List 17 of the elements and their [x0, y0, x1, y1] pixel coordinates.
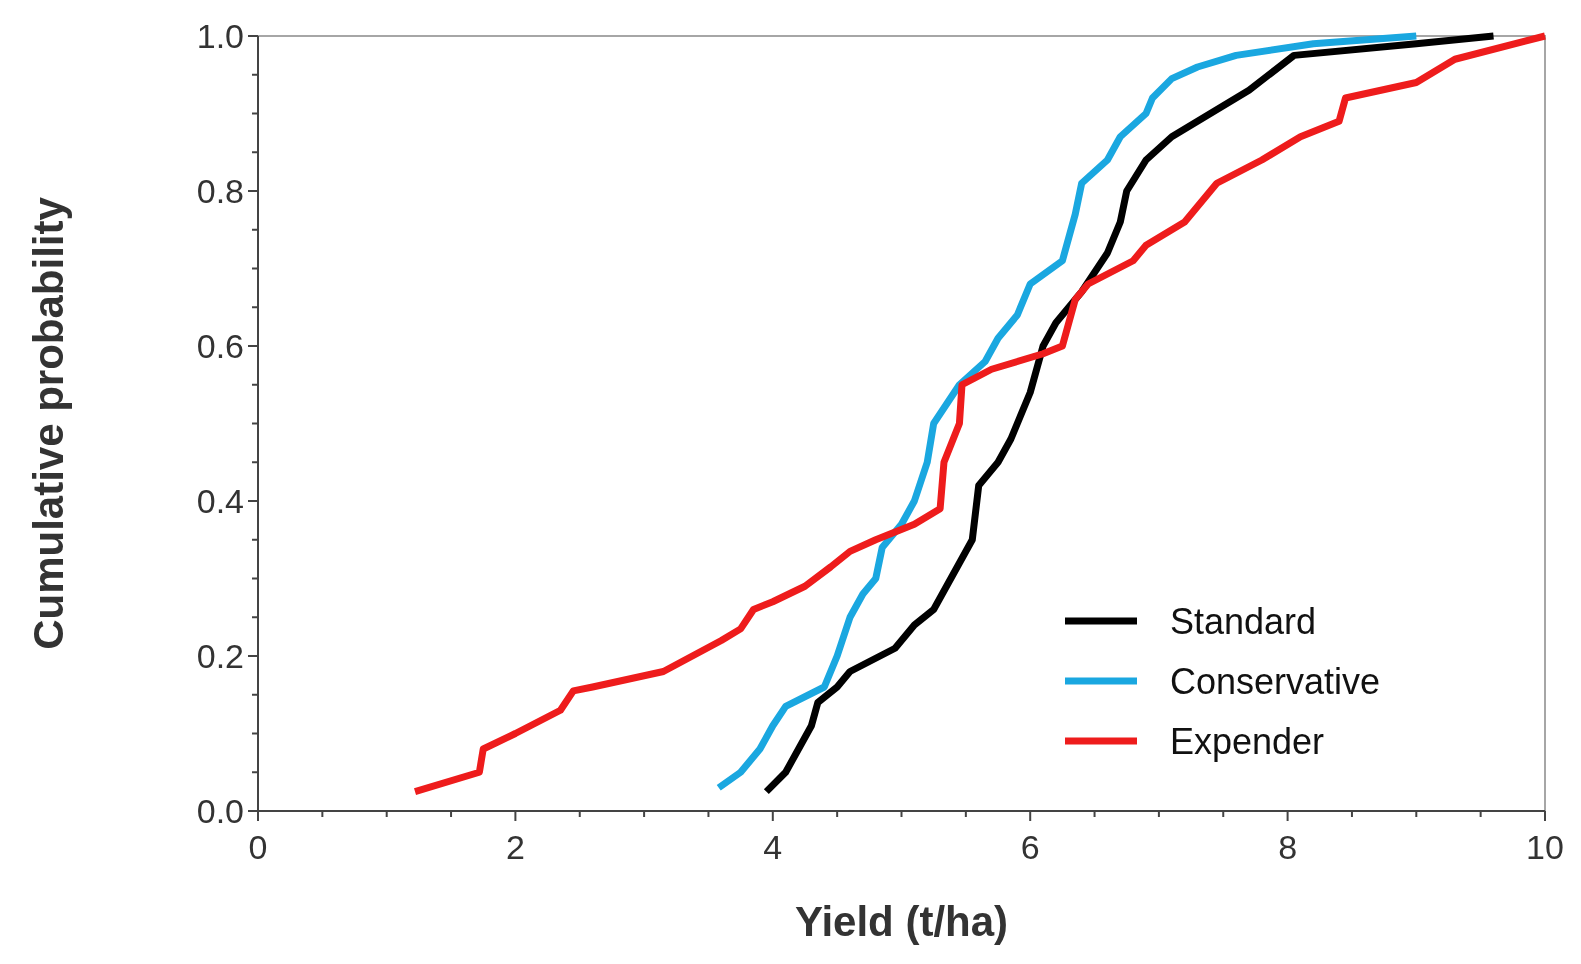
y-axis-title: Cumulative probability [25, 196, 72, 650]
x-axis-title: Yield (t/ha) [794, 898, 1009, 945]
y-tick-label: 0.0 [196, 791, 244, 830]
y-tick-label: 0.6 [196, 326, 244, 365]
x-tick-label: 6 [1020, 828, 1040, 866]
x-tick-label: 2 [505, 828, 525, 866]
y-tick-label: 0.2 [196, 636, 244, 675]
legend-label: Conservative [1170, 660, 1381, 702]
x-tick-label: 10 [1526, 828, 1564, 866]
x-tick-label: 0 [248, 828, 268, 866]
x-tick-label: 8 [1278, 828, 1298, 866]
legend-label: Expender [1170, 720, 1325, 762]
y-tick-label: 0.8 [196, 171, 244, 210]
y-tick-label: 0.4 [196, 481, 244, 520]
y-tick-label: 1.0 [196, 16, 244, 55]
x-tick-label: 4 [763, 828, 783, 866]
legend-label: Standard [1170, 600, 1317, 642]
